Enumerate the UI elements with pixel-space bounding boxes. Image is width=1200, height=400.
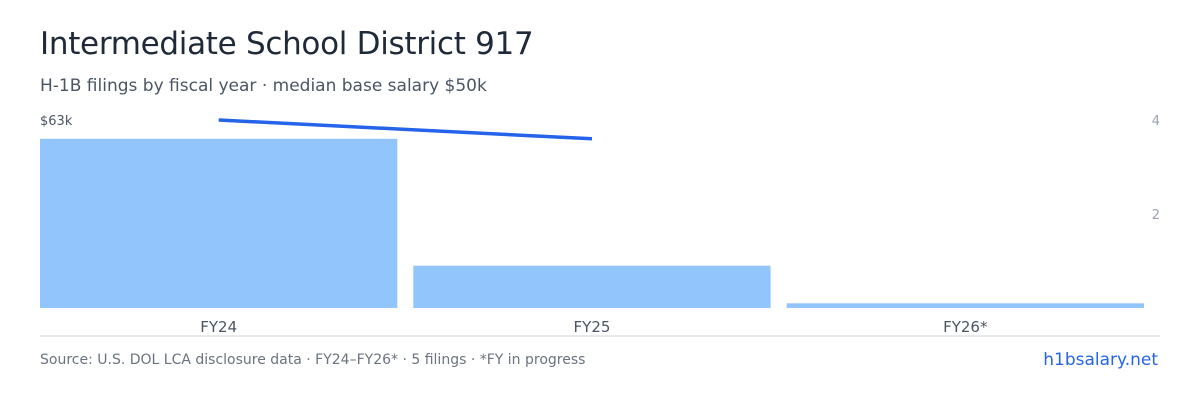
right-axis-tick-label: 2: [1152, 208, 1160, 223]
x-tick-label: FY24: [200, 318, 237, 336]
salary-line: [218, 118, 593, 141]
brand-link[interactable]: h1bsalary.net: [1043, 350, 1158, 370]
chart-title: Intermediate School District 917: [40, 26, 534, 62]
x-tick-label: FY25: [574, 318, 611, 336]
bar-fy25: [413, 265, 771, 308]
chart-subtitle: H-1B filings by fiscal year · median bas…: [40, 76, 487, 96]
bar-fy24: [40, 138, 398, 308]
bar-fy26: [786, 303, 1144, 308]
right-axis-tick-label: 4: [1152, 114, 1160, 129]
left-axis-tick-label: $63k: [40, 114, 73, 129]
x-tick-label: FY26*: [943, 318, 988, 336]
source-note: Source: U.S. DOL LCA disclosure data · F…: [40, 352, 586, 368]
